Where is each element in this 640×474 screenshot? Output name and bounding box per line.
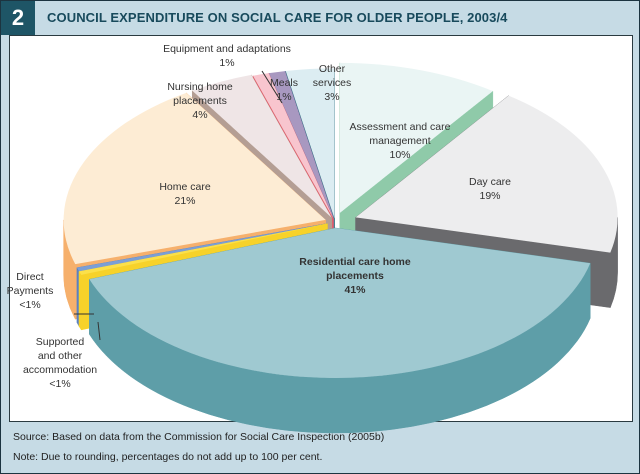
leader-line [97, 321, 101, 341]
pie-slice-day-care [355, 95, 618, 253]
figure-title: COUNCIL EXPENDITURE ON SOCIAL CARE FOR O… [47, 10, 508, 25]
slice-label: Supported and other accommodation <1% [23, 336, 97, 390]
slice-label: Home care 21% [159, 181, 211, 207]
slice-label: Residential care home placements 41% [299, 256, 411, 296]
slice-outer-wall [76, 267, 80, 328]
figure-number: 2 [1, 1, 35, 35]
pie-slice-equipment-and-adaptations [252, 73, 334, 219]
slice-label: Direct Payments <1% [7, 271, 54, 311]
slice-labels: Assessment and care management 10% Day care… [7, 43, 512, 390]
pie-slice-assessment-and-care-management [339, 62, 493, 213]
pie-slice-direct-payments [77, 223, 328, 272]
pie-slice-other-services [285, 68, 335, 219]
pie-slice-meals [269, 71, 334, 219]
slice-label: Day care 19% [469, 176, 511, 202]
leader-line [261, 70, 283, 104]
slice-label: Nursing home placements 4% [167, 81, 233, 121]
slice-tops [63, 62, 618, 378]
source-text: Source: Based on data from the Commissio… [13, 431, 385, 443]
pie-slice-residential-care-home-placements [89, 227, 591, 378]
slice-label: Equipment and adaptations 1% [163, 43, 291, 69]
slice-label: Other services 3% [313, 63, 352, 103]
note-text: Note: Due to rounding, percentages do no… [13, 451, 323, 463]
slice-label: Assessment and care management 10% [350, 121, 451, 161]
pie-slice-nursing-home-placements [192, 74, 332, 218]
pie-slice-home-care [63, 92, 326, 265]
slice-outer-wall [78, 270, 82, 331]
pie-slice-supported-and-other-accommodation [79, 223, 328, 275]
